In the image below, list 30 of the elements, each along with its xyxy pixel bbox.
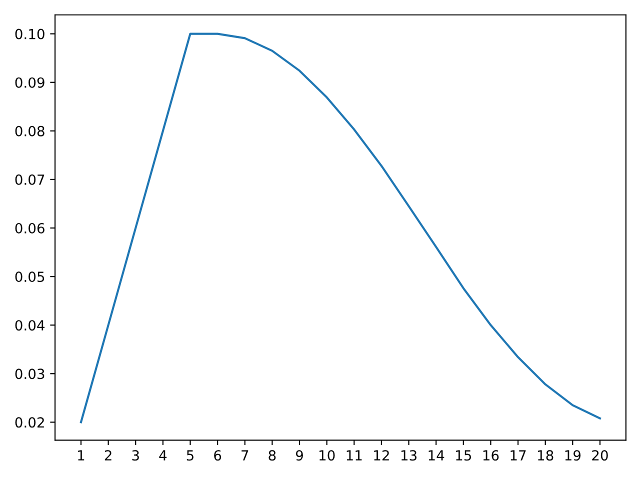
x-tick-label: 8	[268, 450, 276, 461]
x-tick-label: 6	[214, 450, 222, 461]
y-tick-label: 0.07	[15, 174, 44, 185]
x-tick-label: 14	[428, 450, 444, 460]
x-tick-label: 3	[132, 450, 139, 461]
y-tick-label: 0.05	[15, 272, 44, 282]
x-tick-label: 15	[456, 450, 472, 461]
x-tick-label: 4	[159, 450, 167, 460]
y-tick-label: 0.08	[15, 126, 44, 136]
y-tick-label: 0.09	[15, 77, 44, 88]
x-tick-label: 18	[538, 450, 554, 461]
y-tick-label: 0.02	[15, 417, 44, 428]
y-tick-label: 0.10	[15, 28, 44, 40]
x-tick-label: 2	[104, 450, 112, 460]
x-tick-label: 10	[320, 450, 335, 461]
x-tick-label: 17	[510, 450, 526, 460]
x-tick-label: 13	[401, 450, 416, 461]
y-tick-label: 0.06	[15, 222, 44, 234]
y-tick-label: 0.04	[15, 320, 45, 331]
x-tick-label: 5	[186, 450, 194, 461]
y-tick-label: 0.03	[15, 368, 44, 380]
x-tick-label: 7	[242, 450, 248, 460]
x-tick-label: 20	[592, 450, 608, 461]
line-series	[80, 32, 602, 424]
x-tick-label: 19	[565, 450, 581, 461]
x-tick-label: 1	[78, 450, 84, 460]
x-tick-label: 9	[296, 450, 303, 461]
x-tick-label: 11	[346, 450, 362, 460]
x-tick-label: 16	[483, 450, 499, 461]
x-tick-label: 12	[374, 450, 389, 460]
